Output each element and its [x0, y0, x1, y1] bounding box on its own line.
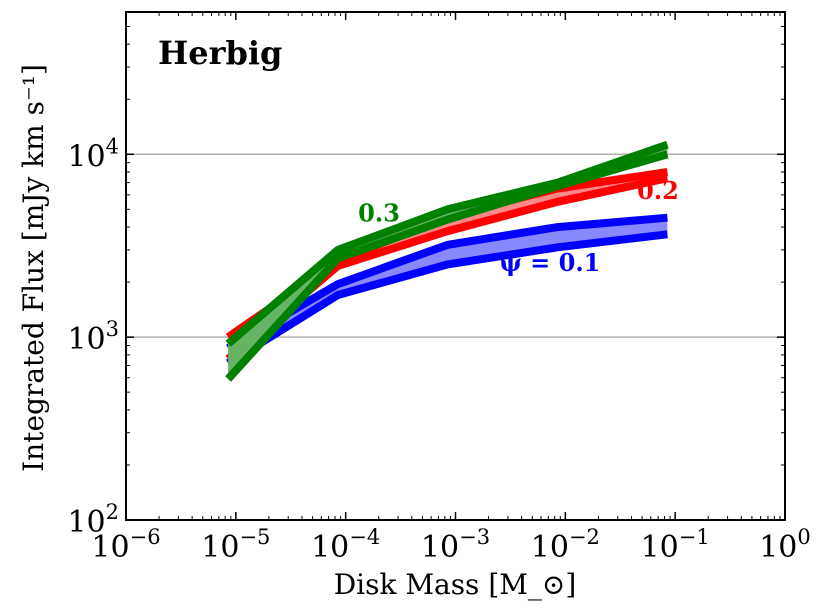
x-tick-label: 100 — [759, 525, 811, 565]
axis-ticks — [125, 11, 786, 521]
y-tick-label: 103 — [67, 317, 119, 357]
y-tick-label: 104 — [67, 134, 119, 174]
x-tick-label: 10−5 — [201, 525, 270, 565]
x-tick-label: 10−3 — [421, 525, 490, 565]
x-tick-label: 10−6 — [91, 525, 160, 565]
x-tick-label: 10−2 — [531, 525, 600, 565]
series-upper-line — [225, 140, 669, 347]
series-label: 0.2 — [637, 176, 679, 205]
x-tick-labels: 10−6 10−5 10−4 10−3 10−2 10−1 100 — [91, 525, 810, 565]
series-labels: ψ = 0.1 0.2 0.3 — [358, 176, 679, 277]
x-tick-label: 10−4 — [311, 525, 380, 565]
x-tick-label: 10−1 — [641, 525, 710, 565]
series-upper-line — [226, 213, 668, 352]
x-axis-label: Disk Mass [M_⊙] — [334, 568, 577, 601]
series-bands — [225, 140, 669, 382]
y-tick-labels: 102 103 104 — [67, 134, 119, 540]
panel-title: Herbig — [158, 34, 282, 72]
series-lower-line — [225, 230, 668, 367]
series-label: ψ = 0.1 — [499, 248, 600, 277]
y-axis-label: Integrated Flux [mJy km s⁻¹] — [17, 64, 50, 472]
series-lower-line — [225, 150, 669, 382]
y-tick-label: 102 — [67, 500, 119, 540]
series-label: 0.3 — [358, 198, 400, 227]
